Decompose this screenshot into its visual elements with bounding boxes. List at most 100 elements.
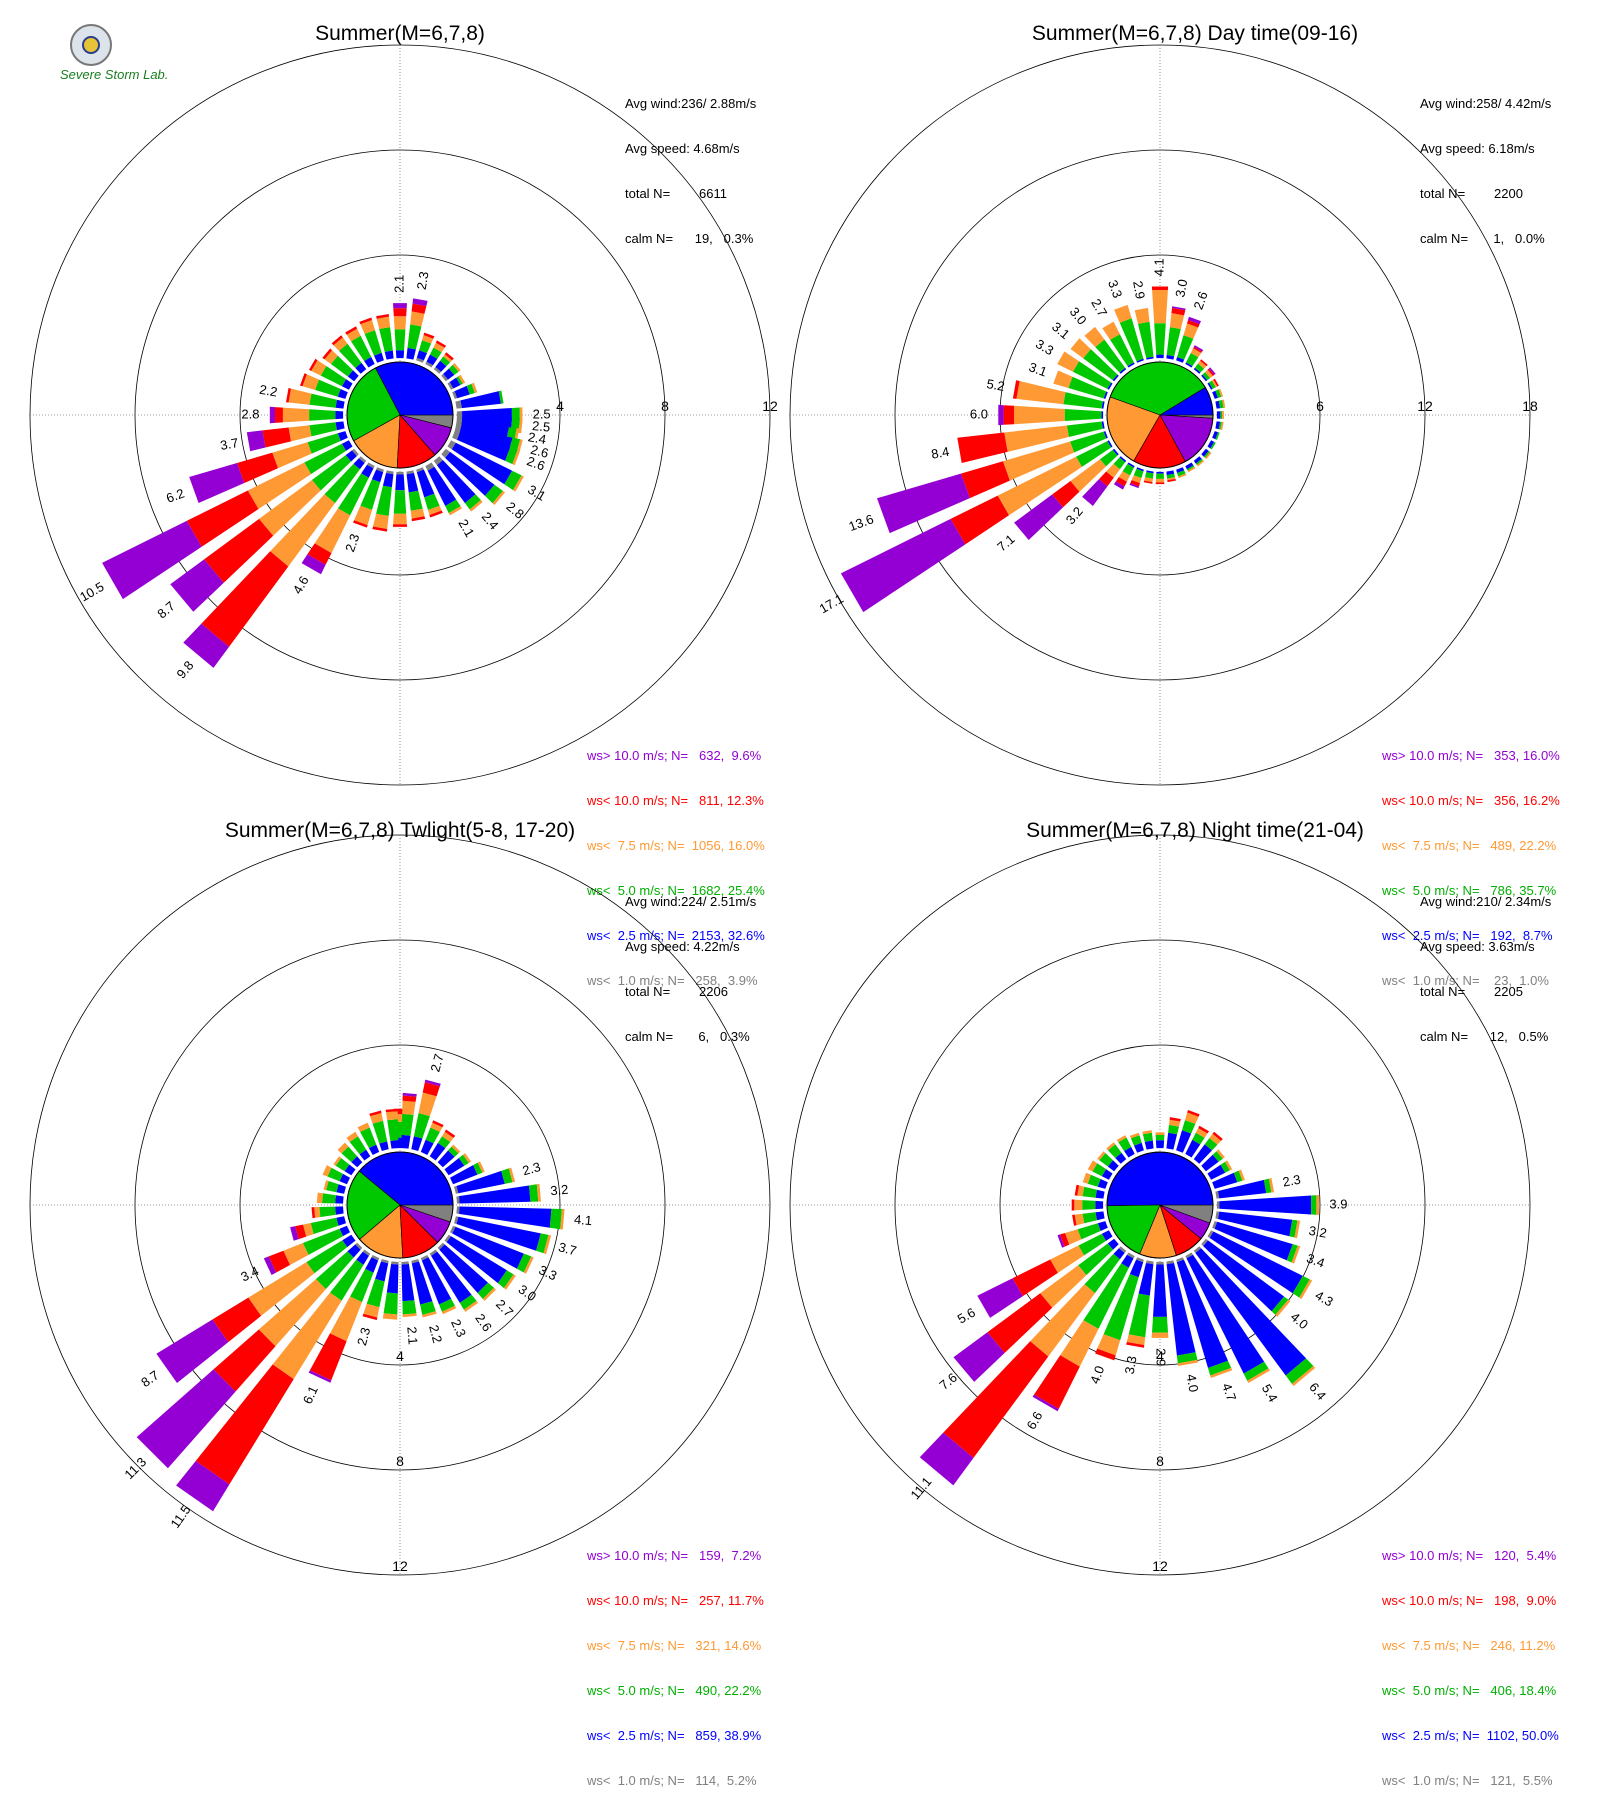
direction-bar <box>362 1259 389 1321</box>
bar-segment-lt25 <box>1146 356 1154 360</box>
bar-value-label: 3.0 <box>1172 278 1190 298</box>
bar-segment-lt5 <box>1083 1263 1129 1329</box>
bar-segment-lt25 <box>420 1139 434 1155</box>
windrose-panel-night: 4 8 12 2.3 3.9 3.2 3.4 4.3 4.0 6.4 5.4 4.7 4.0 2.9 3.3… <box>789 815 1585 1788</box>
direction-bar <box>353 467 384 528</box>
bar-segment-lt5 <box>327 1167 343 1182</box>
direction-bar <box>1014 448 1119 540</box>
bar-segment-lt75 <box>314 1207 321 1218</box>
direction-bar <box>437 1144 461 1168</box>
bar-value-label: 4.1 <box>573 1212 592 1229</box>
bar-value-label: 2.3 <box>414 270 432 290</box>
direction-bar <box>1072 1211 1105 1226</box>
bar-segment-lt25 <box>1207 1164 1226 1180</box>
bar-segment-lt25 <box>395 350 405 359</box>
bar-value-label: 2.3 <box>342 532 362 554</box>
bar-segment-calm <box>1185 1252 1193 1259</box>
direction-bar <box>401 1261 417 1318</box>
bar-value-label: 3.9 <box>1329 1196 1347 1211</box>
bar-segment-lt75 <box>373 513 389 529</box>
bar-value-label: 2.7 <box>1088 296 1110 319</box>
bar-value-label: 3.1 <box>1049 319 1072 342</box>
bar-segment-lt25 <box>435 360 447 372</box>
bar-value-label: 2.5 <box>533 406 551 421</box>
legend-lt25: ws< 2.5 m/s; N= 859, 38.9% <box>587 1728 762 1743</box>
bar-segment-gt10 <box>1172 306 1186 311</box>
bar-segment-lt75 <box>451 1144 461 1154</box>
bar-value-label: 2.3 <box>354 1326 373 1347</box>
bar-segment-lt75 <box>259 480 321 536</box>
bar-segment-lt75 <box>376 316 391 329</box>
bar-segment-calm <box>450 1225 456 1234</box>
bar-segment-lt25 <box>371 469 384 483</box>
bar-segment-lt25 <box>335 1206 344 1215</box>
bar-value-label: 5.2 <box>985 376 1005 394</box>
avg-speed-text: Avg speed: 4.68m/s <box>625 141 740 156</box>
bar-segment-lt5 <box>366 1278 385 1308</box>
bar-value-label: 11.5 <box>167 1502 193 1531</box>
bar-segment-lt75 <box>1097 1151 1106 1161</box>
bar-segment-lt5 <box>1152 1316 1168 1333</box>
direction-bar <box>1012 380 1105 409</box>
bar-segment-gt10 <box>1014 494 1063 540</box>
bar-segment-lt75 <box>410 508 425 519</box>
direction-bar <box>1155 471 1165 485</box>
bar-value-label: 3.7 <box>557 1239 578 1258</box>
bar-segment-lt25 <box>336 1216 346 1226</box>
bar-segment-lt10 <box>429 510 443 518</box>
bar-segment-calm <box>381 1259 389 1264</box>
bar-segment-calm <box>441 448 451 458</box>
bar-segment-lt75 <box>1106 1142 1116 1151</box>
bar-segment-lt25 <box>1138 1263 1154 1296</box>
direction-bar <box>1082 1172 1108 1189</box>
bar-value-label: 2.3 <box>448 1317 469 1340</box>
bar-value-label: 2.1 <box>391 275 406 293</box>
pie-outline <box>1106 1151 1214 1259</box>
avg-speed-text: Avg speed: 4.22m/s <box>625 939 740 954</box>
direction-bar <box>331 335 367 374</box>
bar-segment-lt10 <box>286 388 291 403</box>
direction-bar <box>183 456 367 668</box>
bar-segment-lt75 <box>1084 326 1105 348</box>
bar-segment-lt25 <box>427 466 457 506</box>
direction-bar <box>1071 1199 1104 1211</box>
bar-value-label: 10.5 <box>77 579 106 605</box>
bar-segment-lt5 <box>536 1233 549 1254</box>
legend-lt10: ws< 10.0 m/s; N= 811, 12.3% <box>587 793 764 808</box>
bar-segment-lt25 <box>1101 401 1105 409</box>
bar-value-label: 4.7 <box>1219 1381 1239 1403</box>
bar-value-label: 6.4 <box>1306 1379 1329 1402</box>
bar-segment-lt75 <box>360 320 375 334</box>
bar-segment-lt10 <box>1187 320 1200 328</box>
bar-segment-lt75 <box>536 1183 541 1202</box>
bar-value-label: 3.1 <box>525 482 548 504</box>
bar-segment-calm <box>433 367 442 374</box>
bar-segment-lt25 <box>1156 354 1164 359</box>
direction-bar <box>308 1255 380 1383</box>
bar-segment-lt25 <box>1095 1211 1105 1221</box>
bar-segment-lt25 <box>374 352 384 363</box>
bar-segment-lt75 <box>288 425 312 442</box>
bar-segment-lt75 <box>1050 1245 1085 1273</box>
bar-segment-lt5 <box>349 1136 367 1155</box>
bar-segment-calm <box>455 400 462 409</box>
bar-segment-lt10 <box>1130 480 1140 487</box>
bar-value-label: 3.1 <box>1027 359 1049 379</box>
direction-bar <box>433 456 483 512</box>
bar-segment-lt25 <box>339 1225 350 1237</box>
bar-segment-lt25 <box>1129 1259 1144 1278</box>
legend-lt25: ws< 2.5 m/s; N= 192, 8.7% <box>1382 928 1553 943</box>
bar-segment-lt5 <box>425 1127 440 1144</box>
bar-segment-lt5 <box>1208 380 1216 389</box>
bar-segment-lt75 <box>283 1243 309 1265</box>
bar-segment-lt5 <box>1070 431 1107 453</box>
bar-segment-calm <box>416 467 424 473</box>
bar-segment-lt5 <box>350 1268 374 1303</box>
bar-segment-calm <box>454 1186 459 1194</box>
bar-segment-gt10 <box>977 1278 1023 1318</box>
bar-segment-lt10 <box>201 551 289 647</box>
chart-title: Summer(M=6,7,8) Night time(21-04) <box>1026 819 1364 842</box>
bar-segment-lt75 <box>354 505 372 526</box>
legend: ws> 10.0 m/s; N= 159, 7.2% ws< 10.0 m/s;… <box>587 1518 764 1818</box>
bar-segment-lt5 <box>473 1162 483 1175</box>
